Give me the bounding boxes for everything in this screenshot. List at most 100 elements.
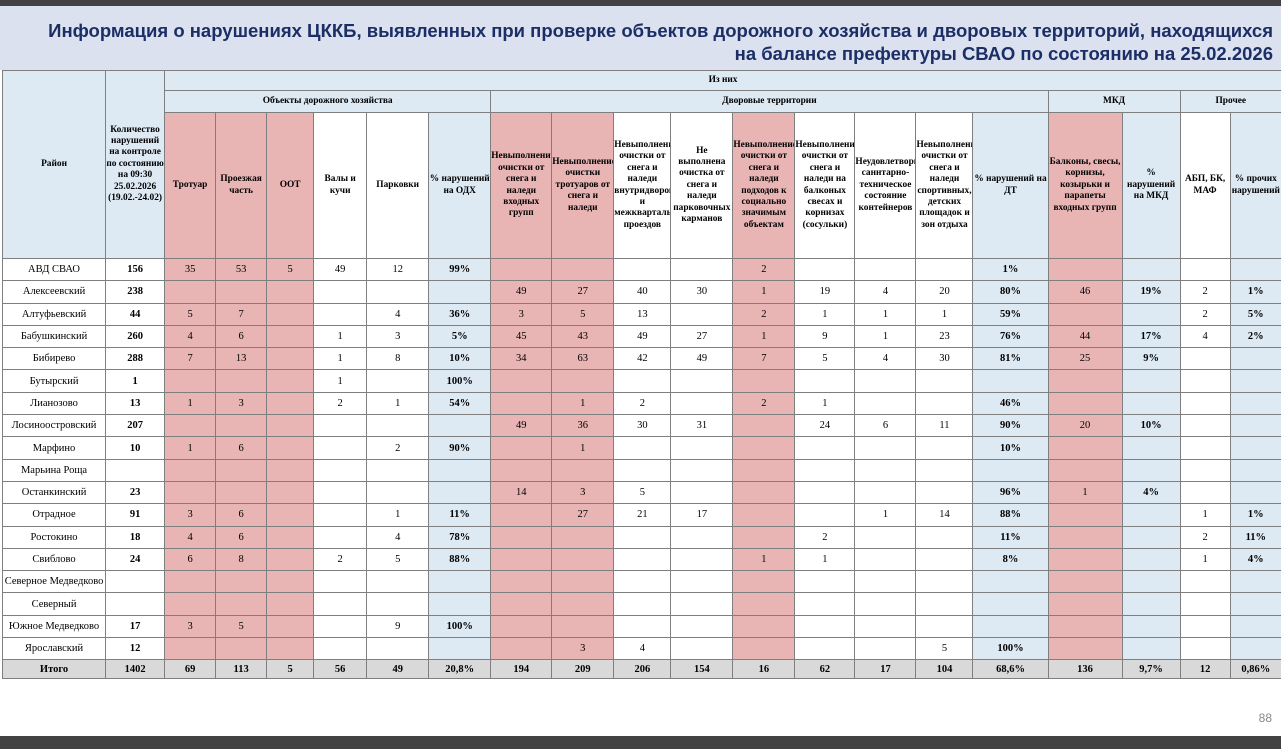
column-header-pct-dt: % нарушений на ДТ <box>972 112 1049 259</box>
cell-dt-pockets: 27 <box>670 324 734 349</box>
cell-dt-social: 2 <box>732 391 796 416</box>
cell-mkd-balconies: 25 <box>1047 347 1123 371</box>
cell-pct-other <box>1229 570 1281 594</box>
cell-sidewalk: 5 <box>164 302 217 326</box>
cell-sidewalk: 6 <box>164 547 217 572</box>
cell-pct-dt <box>972 570 1049 594</box>
cell-banks <box>313 414 368 438</box>
cell-mkd-balconies <box>1047 570 1123 594</box>
cell-dt-playgrounds: 11 <box>915 414 974 438</box>
column-header-pct-mkd: % нарушений на МКД <box>1121 112 1181 259</box>
cell-dt-containers <box>854 436 917 460</box>
cell-pct-mkd <box>1121 391 1181 416</box>
cell-dt-driveways <box>613 614 672 639</box>
cell-mkd-balconies <box>1047 391 1123 416</box>
total-dt-driveways: 206 <box>613 659 672 680</box>
violations-count <box>105 458 166 482</box>
cell-dt-pockets <box>670 436 734 460</box>
cell-dt-balconies <box>794 458 856 482</box>
cell-dt-driveways <box>613 436 672 460</box>
district-name: Ярославский <box>1 637 107 661</box>
cell-pct-other <box>1229 480 1281 505</box>
cell-dt-pockets: 30 <box>670 280 734 304</box>
cell-abp <box>1179 458 1231 482</box>
cell-mkd-balconies <box>1047 637 1123 661</box>
cell-dt-sidewalks: 3 <box>551 480 615 505</box>
violations-count: 1 <box>105 369 166 393</box>
cell-mkd-balconies <box>1047 436 1123 460</box>
cell-dt-pockets <box>670 302 734 326</box>
total-roadway: 113 <box>215 659 268 680</box>
column-header-dt-containers: Неудовлетворительное саннтарно-техническ… <box>854 112 917 259</box>
cell-banks <box>313 302 368 326</box>
table-row: Северное Медведково <box>1 570 1281 594</box>
cell-dt-driveways <box>613 257 672 282</box>
cell-abp <box>1179 391 1231 416</box>
cell-pct-other <box>1229 391 1281 416</box>
cell-dt-balconies <box>794 436 856 460</box>
cell-pct-odh <box>428 637 492 661</box>
cell-roadway: 13 <box>215 347 268 371</box>
cell-dt-social <box>732 480 796 505</box>
cell-dt-pockets <box>670 458 734 482</box>
cell-dt-pockets <box>670 637 734 661</box>
cell-sidewalk <box>164 369 217 393</box>
cell-dt-social <box>732 592 796 616</box>
total-dt-playgrounds: 104 <box>915 659 974 680</box>
violations-count <box>105 570 166 594</box>
cell-dt-driveways: 40 <box>613 280 672 304</box>
cell-dt-pockets <box>670 570 734 594</box>
cell-pct-other <box>1229 637 1281 661</box>
cell-pct-dt: 80% <box>972 280 1049 304</box>
cell-dt-pockets: 49 <box>670 347 734 371</box>
cell-roadway <box>215 592 268 616</box>
cell-dt-containers: 1 <box>854 324 917 349</box>
cell-oot <box>266 458 315 482</box>
cell-banks: 1 <box>313 347 368 371</box>
cell-dt-containers <box>854 614 917 639</box>
table-row: Лосиноостровский 207 49 36 30 31 24 6 11 90% 20 10% <box>1 414 1281 438</box>
cell-roadway: 6 <box>215 324 268 349</box>
cell-pct-odh <box>428 480 492 505</box>
cell-dt-entrances: 49 <box>490 280 553 304</box>
cell-pct-odh: 5% <box>428 324 492 349</box>
cell-parking <box>366 458 430 482</box>
cell-pct-odh: 88% <box>428 547 492 572</box>
cell-dt-driveways: 5 <box>613 480 672 505</box>
cell-dt-playgrounds <box>915 257 974 282</box>
cell-mkd-balconies: 1 <box>1047 480 1123 505</box>
table-row: Северный <box>1 592 1281 616</box>
cell-sidewalk: 35 <box>164 257 217 282</box>
cell-sidewalk: 1 <box>164 391 217 416</box>
district-name: Отрадное <box>1 503 107 527</box>
cell-mkd-balconies <box>1047 614 1123 639</box>
cell-sidewalk <box>164 414 217 438</box>
table-row: Отрадное 91 3 6 1 11% 27 21 17 1 14 88% 1 1% <box>1 503 1281 527</box>
violations-count: 17 <box>105 614 166 639</box>
cell-mkd-balconies: 46 <box>1047 280 1123 304</box>
cell-dt-pockets: 17 <box>670 503 734 527</box>
totals-row: Итого 1402 69 113 5 56 49 20,8% 194 209 206 154 16 62… <box>1 659 1281 680</box>
cell-roadway: 6 <box>215 436 268 460</box>
column-header-oot: ООТ <box>266 112 315 259</box>
cell-pct-other: 4% <box>1229 547 1281 572</box>
cell-dt-sidewalks <box>551 458 615 482</box>
district-name: Останкинский <box>1 480 107 505</box>
cell-pct-dt: 46% <box>972 391 1049 416</box>
cell-mkd-balconies <box>1047 547 1123 572</box>
cell-mkd-balconies <box>1047 257 1123 282</box>
cell-pct-mkd <box>1121 257 1181 282</box>
cell-pct-mkd <box>1121 458 1181 482</box>
cell-dt-playgrounds <box>915 570 974 594</box>
cell-banks: 2 <box>313 391 368 416</box>
cell-dt-containers: 4 <box>854 347 917 371</box>
column-header-dt-driveways: Невыполнение очистки от снега и наледи в… <box>613 112 672 259</box>
cell-dt-pockets <box>670 592 734 616</box>
cell-dt-playgrounds <box>915 391 974 416</box>
cell-oot <box>266 570 315 594</box>
cell-dt-pockets <box>670 614 734 639</box>
cell-dt-balconies: 2 <box>794 525 856 549</box>
cell-dt-driveways <box>613 547 672 572</box>
cell-abp: 1 <box>1179 547 1231 572</box>
cell-pct-mkd: 19% <box>1121 280 1181 304</box>
